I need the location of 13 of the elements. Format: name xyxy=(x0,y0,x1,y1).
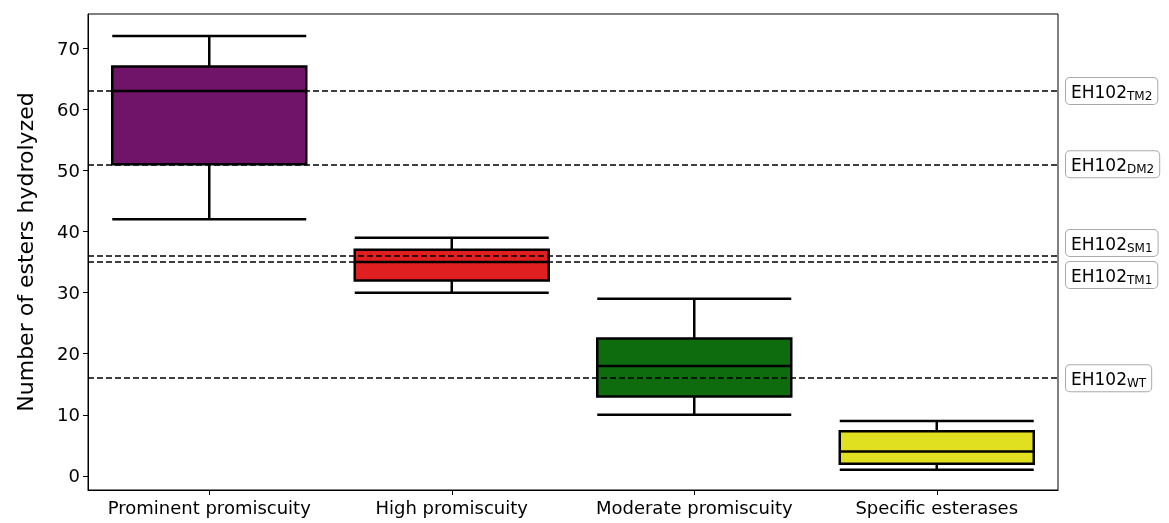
y-tick-label: 60 xyxy=(57,98,80,120)
x-tick-label: Prominent promiscuity xyxy=(107,496,312,518)
y-tick-label: 30 xyxy=(57,282,80,304)
y-tick-label: 10 xyxy=(57,404,80,426)
x-tick-label: High promiscuity xyxy=(375,496,529,518)
y-tick-label: 40 xyxy=(57,221,80,243)
x-tick-label: Moderate promiscuity xyxy=(595,496,793,518)
x-tick-label: Specific esterases xyxy=(855,496,1019,518)
y-tick-label: 20 xyxy=(57,343,80,365)
y-tick-label: 50 xyxy=(57,159,80,181)
y-axis-title: Number of esters hydrolyzed xyxy=(12,92,38,412)
y-tick-label: 0 xyxy=(68,465,80,487)
y-tick-label: 70 xyxy=(57,37,80,59)
